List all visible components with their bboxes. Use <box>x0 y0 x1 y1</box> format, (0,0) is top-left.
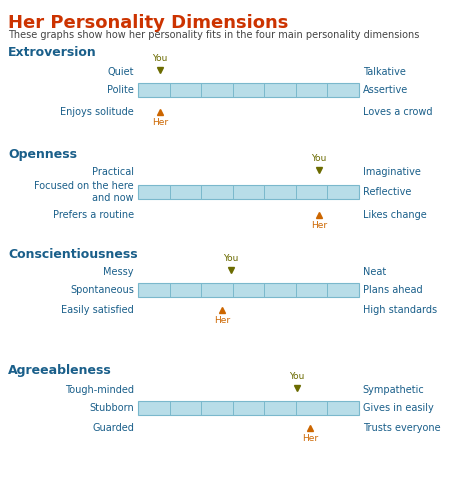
Text: Practical: Practical <box>92 167 134 177</box>
Bar <box>138 283 358 297</box>
Bar <box>138 185 358 199</box>
Text: Her: Her <box>151 118 168 127</box>
Text: Sympathetic: Sympathetic <box>362 385 424 395</box>
Text: Extroversion: Extroversion <box>8 46 96 59</box>
Text: Quiet: Quiet <box>107 67 134 77</box>
Text: Imaginative: Imaginative <box>362 167 420 177</box>
Text: Focused on the here
and now: Focused on the here and now <box>34 181 134 203</box>
Text: Her: Her <box>213 316 230 325</box>
Text: Openness: Openness <box>8 148 77 161</box>
Text: You: You <box>311 154 326 163</box>
Text: Assertive: Assertive <box>362 85 407 95</box>
Text: Messy: Messy <box>103 267 134 277</box>
Text: Conscientiousness: Conscientiousness <box>8 248 137 261</box>
Text: Enjoys solitude: Enjoys solitude <box>60 107 134 117</box>
Text: Trusts everyone: Trusts everyone <box>362 423 439 433</box>
Text: Likes change: Likes change <box>362 210 425 220</box>
Text: Her: Her <box>302 434 318 443</box>
Text: These graphs show how her personality fits in the four main personality dimensio: These graphs show how her personality fi… <box>8 30 419 40</box>
Text: Plans ahead: Plans ahead <box>362 285 421 295</box>
Text: Talkative: Talkative <box>362 67 405 77</box>
Text: Gives in easily: Gives in easily <box>362 403 433 413</box>
Text: You: You <box>152 54 168 63</box>
Text: Prefers a routine: Prefers a routine <box>53 210 134 220</box>
Text: Neat: Neat <box>362 267 385 277</box>
Text: Polite: Polite <box>107 85 134 95</box>
Text: Agreeableness: Agreeableness <box>8 364 112 377</box>
Text: You: You <box>223 254 238 263</box>
Text: Stubborn: Stubborn <box>89 403 134 413</box>
Text: Her: Her <box>310 221 326 230</box>
Text: Easily satisfied: Easily satisfied <box>61 305 134 315</box>
Text: Spontaneous: Spontaneous <box>70 285 134 295</box>
Text: Guarded: Guarded <box>92 423 134 433</box>
Text: You: You <box>289 372 304 381</box>
Bar <box>138 401 358 415</box>
Text: Tough-minded: Tough-minded <box>65 385 134 395</box>
Bar <box>138 83 358 97</box>
Text: Her Personality Dimensions: Her Personality Dimensions <box>8 14 288 32</box>
Text: High standards: High standards <box>362 305 436 315</box>
Text: Loves a crowd: Loves a crowd <box>362 107 431 117</box>
Text: Reflective: Reflective <box>362 187 410 197</box>
